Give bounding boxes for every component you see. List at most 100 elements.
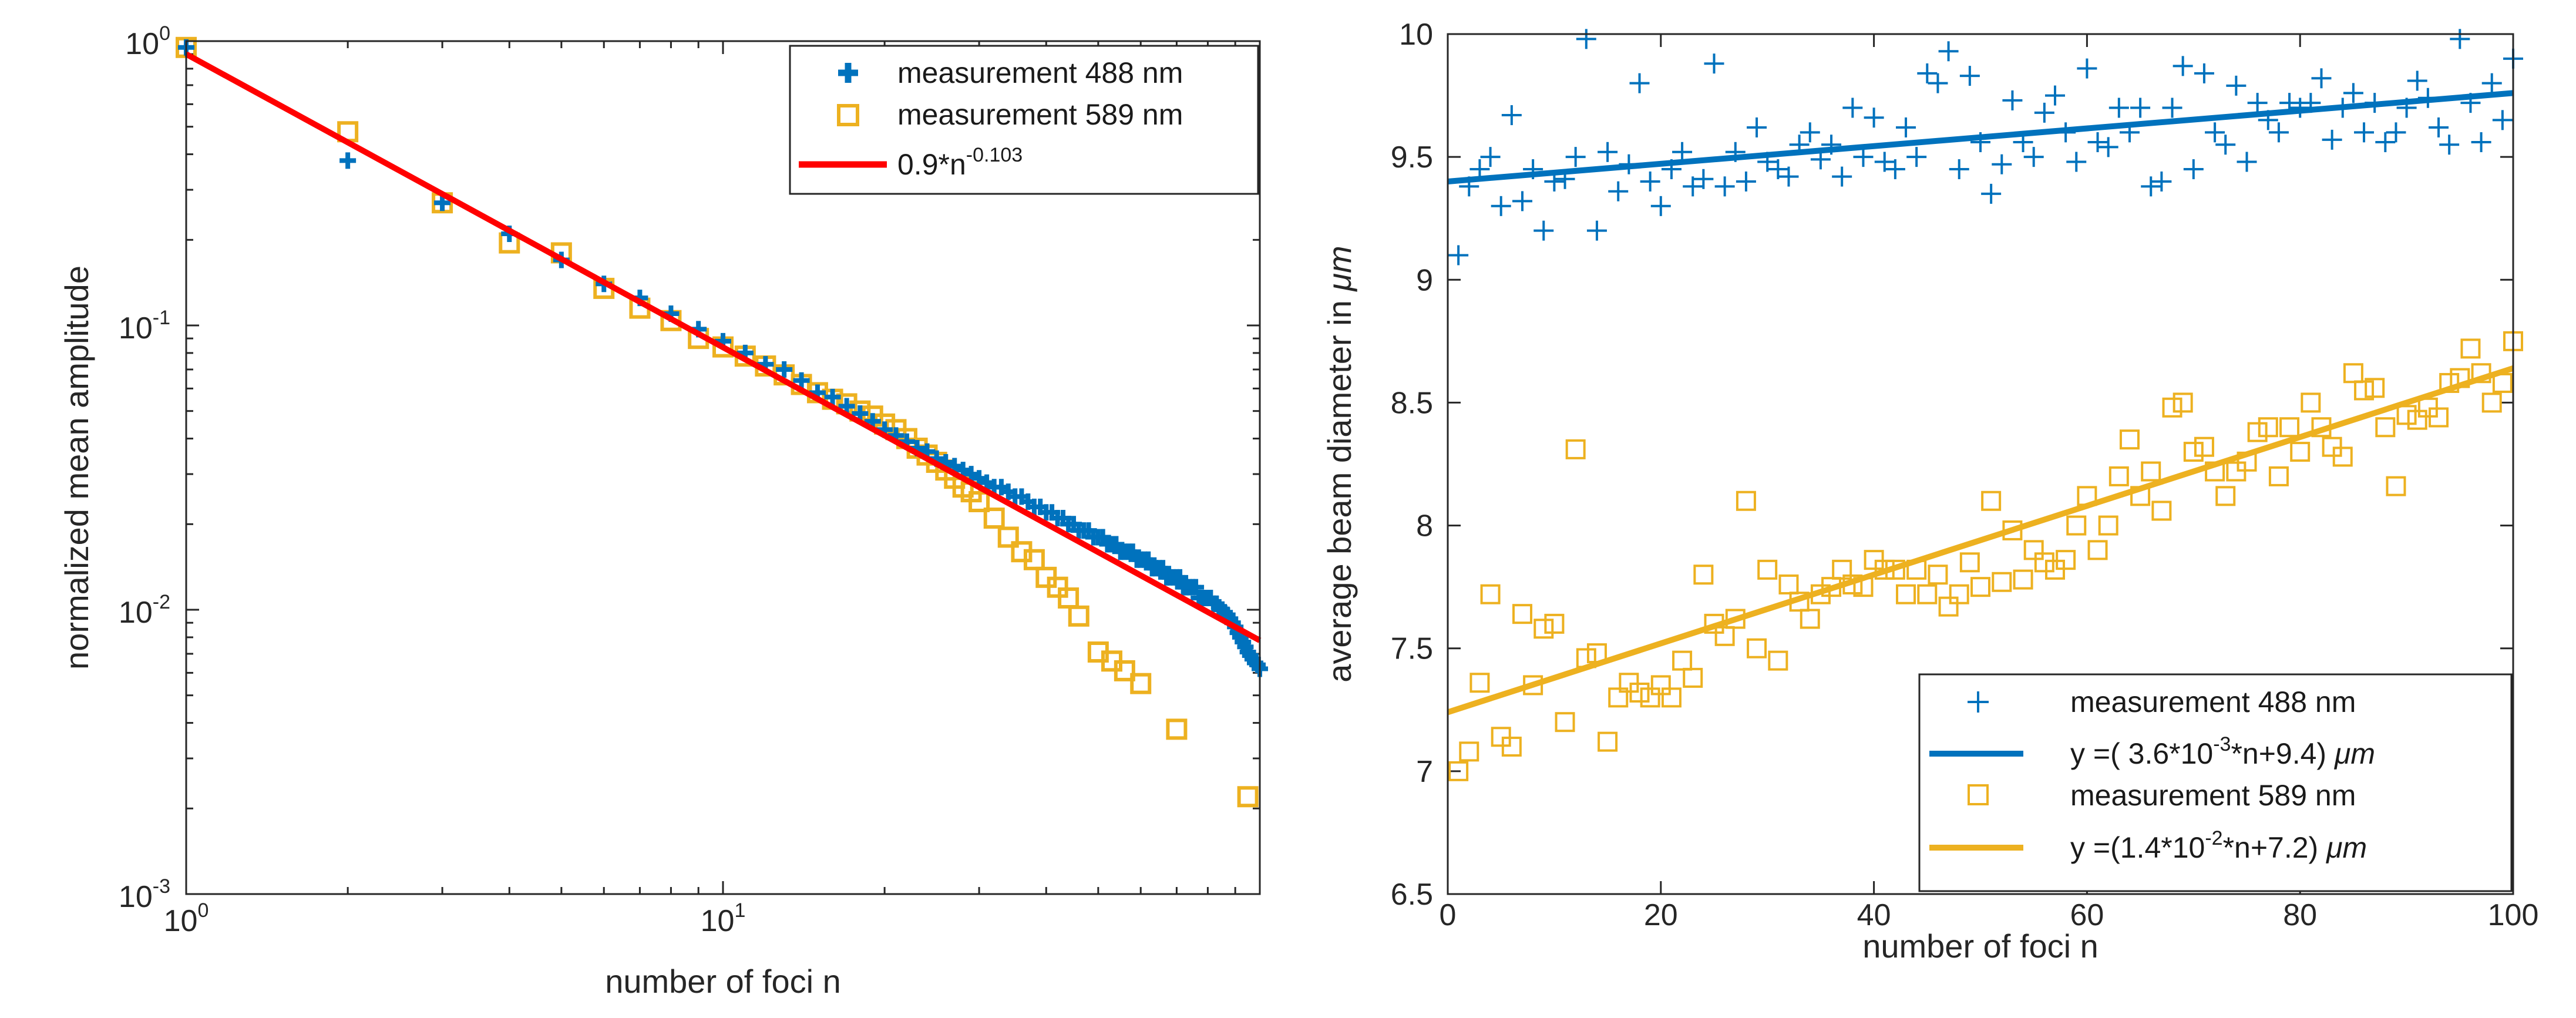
right-488-plus [2173, 56, 2193, 76]
left-y-tick-label: 10-3 [119, 875, 170, 914]
right-589-square [2173, 392, 2193, 413]
left-589-square [1023, 549, 1045, 570]
left-589-square [1047, 576, 1068, 598]
right-589-square [2375, 417, 2396, 438]
left-589-square [1068, 605, 1089, 627]
right-589-square [1555, 712, 1575, 733]
right-589-square [2481, 392, 2502, 413]
right-y-axis-label-space [1321, 291, 1358, 301]
left-fit-line [184, 51, 1262, 643]
right-488-plus [1896, 117, 1916, 137]
right-legend-fit-488-exp: -3 [2213, 733, 2231, 755]
right-589-square [1512, 604, 1532, 624]
right-589-square [2066, 515, 2087, 536]
right-589-square [1747, 638, 1767, 658]
left-589-square [1237, 786, 1259, 808]
right-488-plus [1501, 105, 1522, 126]
right-589-square [1534, 619, 1554, 639]
right-589-square [2247, 422, 2268, 442]
right-589-square [1757, 559, 1778, 580]
left-x-tick-base: 10 [701, 904, 735, 938]
right-488-plus [1672, 142, 1693, 162]
right-488-plus [1853, 147, 1874, 167]
right-488-plus [1640, 171, 1660, 191]
right-488-plus [1768, 159, 1788, 180]
left-589-square [997, 526, 1019, 548]
right-488-plus [1448, 245, 1469, 266]
right-488-plus [2407, 70, 2427, 91]
right-488-plus [2194, 63, 2214, 83]
left-legend-label-fit: 0.9*n-0.103 [897, 144, 1023, 181]
right-488-plus [2044, 85, 2065, 106]
left-y-tick-base: 10 [119, 311, 153, 345]
right-488-plus [1874, 152, 1895, 172]
right-legend-fit-589-exp: -2 [2205, 827, 2222, 849]
right-axes-frame [1447, 33, 2514, 895]
right-legend-marker-488 [1968, 691, 1989, 713]
left-589-square [983, 508, 1005, 529]
right-589-square [2396, 405, 2417, 425]
right-488-plus [2354, 122, 2375, 143]
right-589-square [1736, 490, 1756, 511]
right-488-plus [2492, 110, 2513, 130]
right-488-plus [1576, 29, 1596, 49]
left-488-plus [339, 152, 357, 169]
right-y-tick-label: 8 [1416, 509, 1433, 543]
right-589-square [2279, 417, 2300, 438]
right-589-square [2194, 436, 2214, 457]
right-488-plus [1629, 73, 1650, 93]
right-488-plus [1683, 176, 1703, 197]
right-legend-label-fit-589: y =(1.4*10-2*n+7.2) μm [2070, 827, 2367, 864]
right-fit-line-488 [1447, 90, 2514, 184]
left-legend-label-589: measurement 589 nm [897, 98, 1183, 131]
right-legend-label-fit-488: y =( 3.6*10-3*n+9.4) μm [2070, 733, 2375, 770]
right-legend-fit-488-post: *n+9.4) [2231, 737, 2335, 770]
right-589-square [1693, 565, 1714, 585]
left-legend-fit-exp: -0.103 [966, 144, 1023, 166]
left-y-axis-label: normalized mean amplitude [58, 266, 95, 670]
left-data-layer [176, 36, 1268, 808]
left-y-tick-exp: -2 [153, 591, 170, 613]
left-x-axis-label: number of foci n [605, 963, 841, 1000]
right-589-square [1672, 650, 1693, 671]
right-589-square [2215, 486, 2236, 506]
right-488-plus [2247, 93, 2268, 113]
right-488-plus [2002, 90, 2023, 110]
left-y-tick-label: 10-2 [119, 591, 170, 630]
right-488-plus [1747, 117, 1767, 137]
right-488-plus [2023, 147, 2044, 167]
right-y-tick-label: 8.5 [1391, 386, 1433, 420]
left-legend-fit-base: 0.9*n [897, 148, 966, 181]
right-488-plus [2162, 98, 2182, 118]
right-legend-fit-589-pre: y =(1.4*10 [2070, 831, 2205, 864]
right-589-square [2332, 446, 2353, 467]
right-589-square [2268, 466, 2289, 486]
right-589-square [2343, 363, 2363, 384]
left-legend: measurement 488 nm measurement 589 nm 0.… [789, 45, 1259, 195]
right-589-square [1565, 439, 1586, 459]
right-legend-label-589: measurement 589 nm [2070, 779, 2356, 812]
right-589-square [1544, 613, 1565, 634]
right-y-tick-label: 10 [1399, 18, 1433, 52]
left-axes-frame [185, 40, 1261, 895]
right-legend-marker-589 [1968, 784, 1989, 805]
right-589-square [2119, 429, 2140, 450]
right-488-plus [1469, 159, 1490, 180]
right-488-plus [2226, 75, 2247, 96]
right-589-square [2023, 540, 2044, 560]
right-488-plus [2183, 159, 2204, 180]
right-589-square [2365, 378, 2385, 398]
right-488-plus [2215, 135, 2236, 155]
right-589-square [2354, 380, 2375, 401]
right-488-plus [1778, 166, 1799, 187]
right-488-plus [2237, 152, 2257, 172]
right-589-square [1959, 552, 1980, 573]
left-488-plus [1188, 579, 1205, 596]
right-488-plus [1832, 166, 1852, 187]
right-488-plus [2471, 132, 2491, 153]
right-y-axis-label-unit: μm [1321, 246, 1358, 292]
right-y-tick-label: 9.5 [1391, 140, 1433, 174]
right-488-plus [2343, 83, 2363, 103]
